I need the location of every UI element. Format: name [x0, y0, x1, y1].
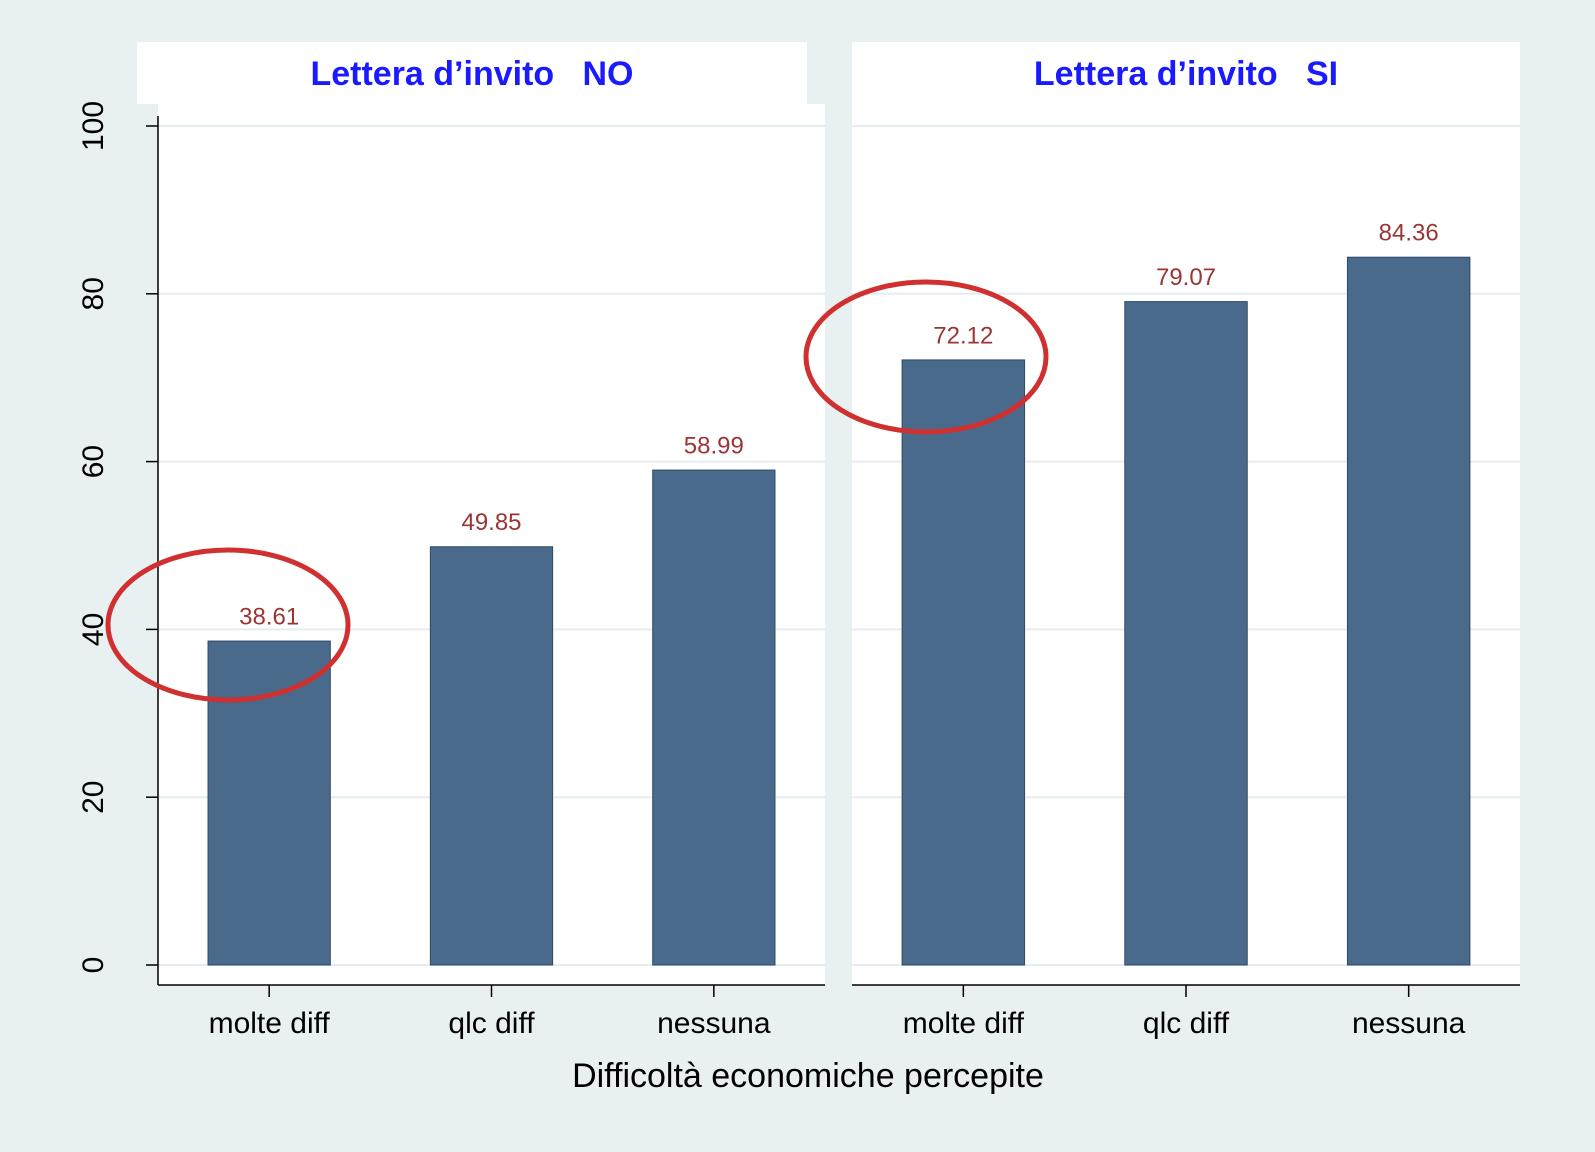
y-tick-label: 80: [77, 277, 110, 310]
value-label: 58.99: [684, 432, 744, 459]
bar: [1346, 256, 1471, 966]
x-tick-label: molte diff: [903, 1007, 1025, 1040]
value-label: 72.12: [933, 322, 993, 349]
panel-title: Lettera d’invito NO: [310, 55, 633, 93]
y-tick-label: 0: [77, 957, 110, 974]
panels: Lettera d’invito NO 0 20 40 60 80 100 molte dif…: [77, 42, 1520, 1040]
value-label: 38.61: [239, 603, 299, 630]
panel-title: Lettera d’invito SI: [1034, 55, 1338, 93]
bar: [652, 469, 776, 966]
bar: [429, 546, 554, 966]
value-label: 49.85: [461, 509, 521, 536]
panel-header: [852, 42, 1520, 104]
value-label: 84.36: [1379, 220, 1439, 247]
x-axis-label: Difficoltà economiche percepite: [572, 1057, 1044, 1095]
highlight-ellipse: [105, 547, 351, 703]
y-tick-label: 40: [77, 613, 110, 646]
x-tick-label: nessuna: [657, 1007, 771, 1040]
bar: [1124, 301, 1248, 966]
x-tick-label: qlc diff: [1143, 1007, 1230, 1040]
x-tick-label: qlc diff: [448, 1007, 535, 1040]
x-tick-label: molte diff: [209, 1007, 331, 1040]
bar: [207, 640, 331, 966]
y-tick-label: 20: [77, 781, 110, 814]
bar: [901, 359, 1026, 966]
y-tick-label: 60: [77, 445, 110, 478]
panel-header: [137, 42, 807, 104]
highlight-ellipse: [803, 279, 1049, 435]
x-tick-label: nessuna: [1352, 1007, 1466, 1040]
y-tick-label: 100: [77, 101, 110, 151]
value-label: 79.07: [1156, 264, 1216, 291]
